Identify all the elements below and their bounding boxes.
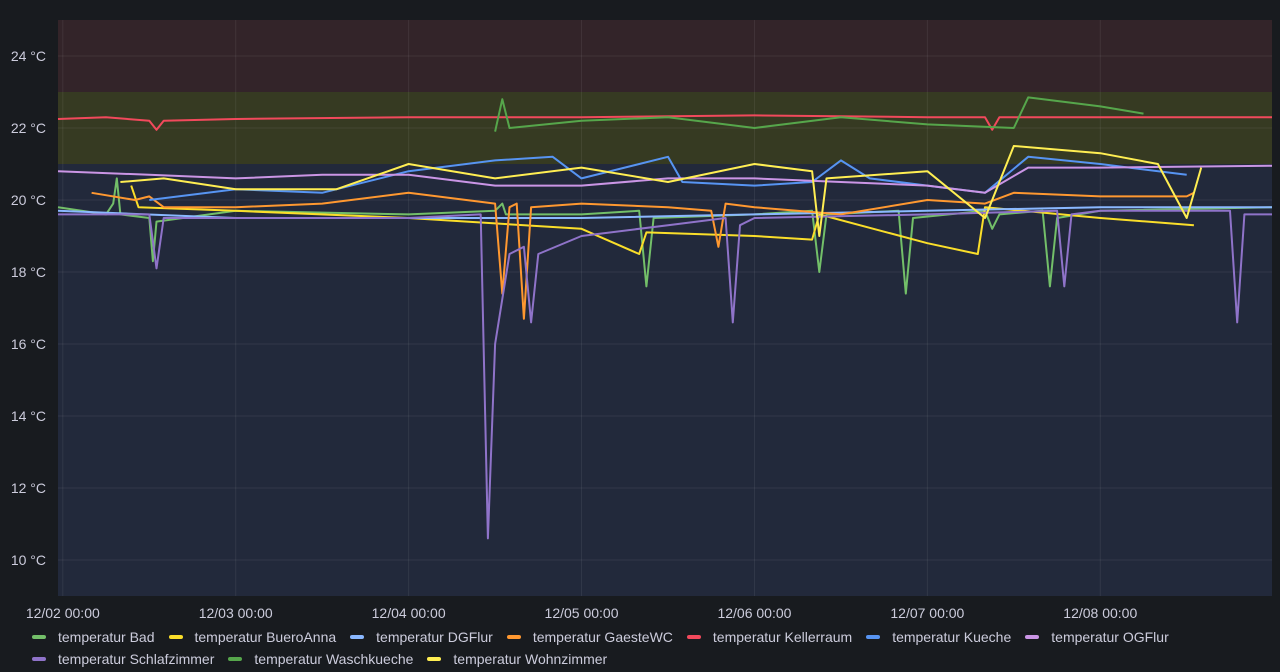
legend-swatch <box>686 635 701 639</box>
y-tick-label: 12 °C <box>11 480 46 496</box>
threshold-bands <box>58 20 1272 596</box>
y-tick-label: 24 °C <box>11 48 46 64</box>
legend-item[interactable]: temperatur Schlafzimmer <box>32 650 214 668</box>
x-tick-label: 12/06 00:00 <box>717 605 791 621</box>
legend-label: temperatur BueroAnna <box>194 629 337 645</box>
threshold-band-2 <box>58 20 1272 92</box>
grid <box>58 20 1272 596</box>
legend-label: temperatur Wohnzimmer <box>453 651 608 667</box>
threshold-band-1 <box>58 92 1272 164</box>
legend-item[interactable]: temperatur OGFlur <box>1025 628 1169 646</box>
line-chart[interactable]: 10 °C 12 °C 14 °C 16 °C 18 °C 20 °C 22 °C 24 °C… <box>0 0 1280 628</box>
series-line-temperatur-waschkueche[interactable] <box>494 96 1144 132</box>
legend-swatch <box>506 635 521 639</box>
legend-item[interactable]: temperatur GaesteWC <box>506 628 673 646</box>
legend-item[interactable]: temperatur Waschkueche <box>228 650 413 668</box>
legend-label: temperatur Waschkueche <box>254 651 414 667</box>
series-line-temperatur-ogflur[interactable] <box>57 164 1273 194</box>
legend: temperatur Bad temperatur BueroAnna temper… <box>32 628 1272 668</box>
series-line-temperatur-wohnzimmer[interactable] <box>120 145 1203 237</box>
legend-label: temperatur Schlafzimmer <box>58 651 215 667</box>
x-axis: 12/02 00:00 12/03 00:00 12/04 00:00 12/05 0… <box>26 605 1138 621</box>
series-line-temperatur-kellerraum[interactable] <box>57 114 1272 131</box>
series-layer <box>57 96 1273 540</box>
x-tick-label: 12/07 00:00 <box>890 605 964 621</box>
legend-swatch <box>866 635 881 639</box>
legend-swatch <box>228 657 243 661</box>
legend-swatch <box>32 635 46 639</box>
legend-label: temperatur Bad <box>58 629 155 645</box>
x-tick-label: 12/04 00:00 <box>372 605 446 621</box>
legend-label: temperatur Kueche <box>892 629 1012 645</box>
legend-item[interactable]: temperatur BueroAnna <box>168 628 337 646</box>
legend-swatch <box>168 635 183 639</box>
series-line-temperatur-bueroanna[interactable] <box>130 185 1194 255</box>
x-tick-label: 12/05 00:00 <box>545 605 619 621</box>
legend-swatch <box>1025 635 1040 639</box>
legend-swatch <box>427 657 442 661</box>
legend-item[interactable]: temperatur Wohnzimmer <box>427 650 607 668</box>
x-tick-label: 12/02 00:00 <box>26 605 100 621</box>
y-tick-label: 14 °C <box>11 408 46 424</box>
y-tick-label: 22 °C <box>11 120 46 136</box>
y-tick-label: 16 °C <box>11 336 46 352</box>
x-tick-label: 12/08 00:00 <box>1063 605 1137 621</box>
legend-item[interactable]: temperatur Kellerraum <box>686 628 853 646</box>
legend-item[interactable]: temperatur DGFlur <box>350 628 493 646</box>
threshold-band-0 <box>58 164 1272 596</box>
legend-label: temperatur Kellerraum <box>712 629 853 645</box>
legend-label: temperatur DGFlur <box>376 629 493 645</box>
legend-swatch <box>350 635 365 639</box>
y-tick-label: 20 °C <box>11 192 46 208</box>
legend-label: temperatur GaesteWC <box>532 629 673 645</box>
series-line-temperatur-gaestewc[interactable] <box>91 191 1195 320</box>
y-tick-label: 10 °C <box>11 552 46 568</box>
x-tick-label: 12/03 00:00 <box>199 605 273 621</box>
y-tick-label: 18 °C <box>11 264 46 280</box>
legend-swatch <box>32 657 46 661</box>
legend-item[interactable]: temperatur Bad <box>32 628 155 646</box>
legend-item[interactable]: temperatur Kueche <box>866 628 1011 646</box>
series-line-temperatur-schlafzimmer[interactable] <box>58 209 1272 540</box>
y-axis: 10 °C 12 °C 14 °C 16 °C 18 °C 20 °C 22 °C 24 °C <box>11 48 46 568</box>
legend-label: temperatur OGFlur <box>1051 629 1169 645</box>
